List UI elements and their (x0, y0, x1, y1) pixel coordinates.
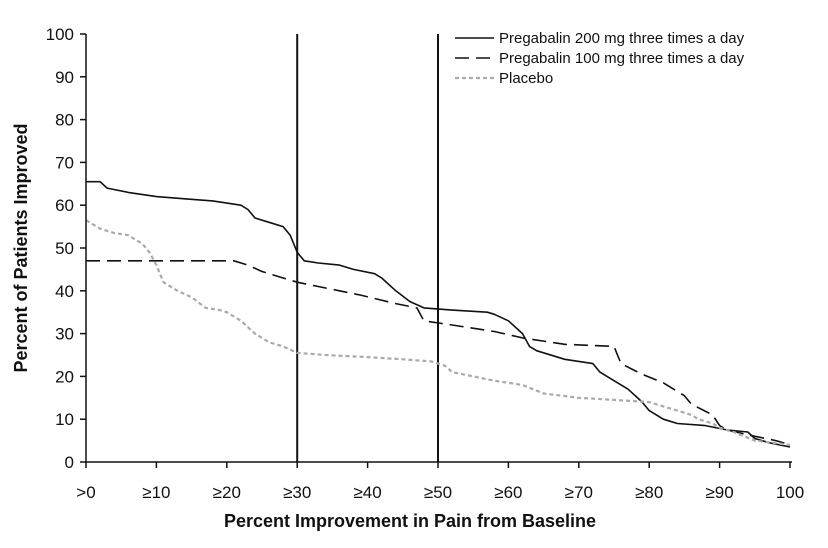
series-line (85, 219, 791, 446)
x-tick-label: ≥50 (424, 483, 452, 502)
x-tick-label: 100 (776, 483, 804, 502)
y-tick-label: 100 (46, 25, 74, 44)
y-tick-label: 40 (55, 282, 74, 301)
x-tick-label: ≥30 (283, 483, 311, 502)
x-tick-label: ≥90 (705, 483, 733, 502)
series-line (86, 260, 791, 446)
legend-label: Pregabalin 200 mg three times a day (499, 30, 745, 47)
x-tick-label: ≥80 (635, 483, 663, 502)
plot-area (85, 34, 791, 462)
y-tick-label: 70 (55, 153, 74, 172)
x-tick-label: ≥20 (213, 483, 241, 502)
y-axis-title: Percent of Patients Improved (11, 123, 31, 372)
legend: Pregabalin 200 mg three times a day Prega… (455, 30, 745, 87)
y-tick-label: 0 (65, 453, 74, 472)
x-tick-label: ≥10 (142, 483, 170, 502)
y-tick-label: 90 (55, 68, 74, 87)
x-axis-title: Percent Improvement in Pain from Baselin… (224, 511, 596, 531)
x-tick-label: >0 (76, 483, 95, 502)
series-line (86, 180, 791, 448)
x-tick-label: ≥70 (565, 483, 593, 502)
y-tick-label: 80 (55, 111, 74, 130)
x-tick-label: ≥60 (494, 483, 522, 502)
legend-label: Pregabalin 100 mg three times a day (499, 50, 745, 67)
y-ticks: 0 10 20 30 40 50 60 70 80 90 100 (46, 25, 86, 472)
y-tick-label: 30 (55, 325, 74, 344)
y-tick-label: 20 (55, 367, 74, 386)
x-tick-label: ≥40 (353, 483, 381, 502)
y-tick-label: 60 (55, 196, 74, 215)
y-tick-label: 10 (55, 410, 74, 429)
x-ticks: >0 ≥10 ≥20 ≥30 ≥40 ≥50 ≥60 ≥70 ≥80 ≥90 100 (76, 462, 804, 502)
legend-label: Placebo (499, 70, 553, 87)
y-tick-label: 50 (55, 239, 74, 258)
